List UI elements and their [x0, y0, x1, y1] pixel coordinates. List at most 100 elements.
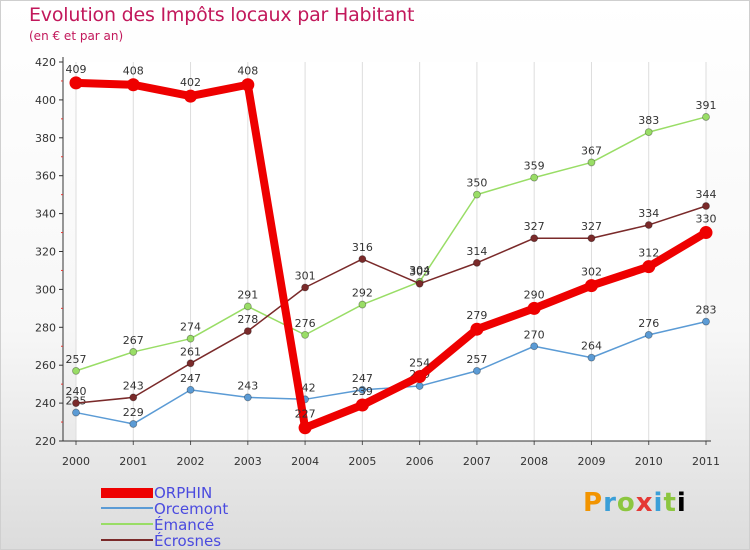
data-label: 359 [524, 160, 545, 173]
data-point [642, 260, 656, 274]
y-tick-label: 300 [35, 283, 56, 296]
x-tick-label: 2005 [348, 455, 376, 468]
x-tick-label: 2010 [635, 455, 663, 468]
data-label: 330 [696, 213, 717, 226]
data-label: 391 [696, 99, 717, 112]
data-point [129, 348, 138, 356]
data-point [243, 393, 252, 402]
legend-label-ecrosnes: Écrosnes [154, 532, 222, 550]
x-tick-label: 2008 [520, 455, 548, 468]
data-label: 350 [466, 177, 487, 190]
data-point [473, 258, 481, 267]
data-point [301, 283, 309, 292]
x-tick-label: 2009 [577, 455, 605, 468]
data-point [355, 398, 369, 412]
series-line-émancé [75, 116, 707, 372]
x-tick-label: 2011 [692, 455, 720, 468]
data-point [530, 234, 539, 243]
x-tick-label: 2002 [177, 455, 205, 468]
data-point [473, 190, 481, 199]
x-tick-label: 2003 [234, 455, 262, 468]
data-point [72, 399, 80, 408]
legend-swatch-emance [101, 523, 153, 525]
data-label: 274 [180, 321, 201, 334]
x-tick-label: 2007 [463, 455, 491, 468]
legend-label-emance: Émancé [154, 516, 215, 534]
data-label: 402 [180, 76, 201, 89]
data-label: 367 [581, 144, 602, 157]
data-label: 290 [524, 288, 545, 301]
data-label: 267 [123, 334, 144, 347]
y-tick-label: 320 [35, 246, 56, 259]
y-tick-label: 360 [35, 170, 56, 183]
data-point [530, 173, 539, 182]
y-tick-label: 260 [35, 359, 56, 372]
data-point [530, 342, 539, 351]
data-point [587, 158, 596, 167]
legend-label-orphin: ORPHIN [154, 484, 213, 502]
data-label: 408 [123, 65, 144, 78]
data-label: 264 [581, 340, 602, 353]
data-label: 247 [180, 372, 201, 385]
data-point [644, 221, 653, 229]
data-label: 243 [237, 379, 258, 392]
x-tick-label: 2000 [62, 455, 90, 468]
legend-swatch-ecrosnes [101, 539, 153, 541]
chart-subtitle: (en € et par an) [29, 29, 124, 43]
data-point [186, 334, 195, 343]
x-tick-label: 2006 [406, 455, 434, 468]
data-label: 239 [352, 385, 373, 398]
data-label: 291 [237, 288, 258, 301]
y-tick-label: 380 [35, 132, 56, 145]
data-point [129, 393, 138, 402]
data-label: 254 [409, 357, 430, 370]
data-label: 314 [466, 245, 487, 258]
data-point [699, 226, 713, 240]
data-label: 257 [66, 353, 87, 366]
y-tick-label: 280 [35, 321, 56, 334]
data-label: 278 [237, 313, 258, 326]
series-line-écrosnes [75, 205, 707, 404]
y-tick-label: 420 [35, 56, 56, 69]
plot-area [76, 62, 706, 441]
data-label: 316 [352, 241, 373, 254]
data-label: 276 [295, 317, 316, 330]
chart-title: Evolution des Impôts locaux par Habitant [29, 4, 415, 26]
data-label: 227 [295, 408, 316, 421]
data-label: 303 [409, 266, 430, 279]
data-label: 312 [638, 247, 659, 260]
data-point [415, 279, 424, 288]
data-point [470, 322, 484, 336]
data-point [413, 370, 427, 384]
data-point [644, 128, 653, 137]
data-point [69, 76, 83, 90]
data-point [702, 317, 710, 326]
series-line-orphin [72, 78, 710, 432]
data-point [358, 385, 367, 394]
data-point [415, 382, 424, 390]
data-point [584, 279, 598, 293]
legend-swatch-orphin [101, 488, 153, 498]
data-label: 334 [638, 207, 659, 220]
data-point [702, 113, 710, 121]
data-label: 261 [180, 345, 201, 358]
data-label: 240 [66, 385, 87, 398]
data-label: 243 [123, 379, 144, 392]
x-tick-label: 2004 [291, 455, 319, 468]
legend-swatch-orcemont [101, 507, 153, 509]
data-point [587, 234, 596, 243]
data-label: 276 [638, 317, 659, 330]
y-tick-label: 340 [35, 208, 56, 221]
y-tick-label: 240 [35, 397, 56, 410]
legend-label-orcemont: Orcemont [154, 500, 229, 518]
data-point [473, 366, 481, 375]
data-point [72, 366, 80, 375]
data-point [72, 408, 80, 417]
data-point [126, 78, 140, 92]
data-point [587, 353, 596, 362]
data-label: 279 [466, 309, 487, 322]
data-point [184, 89, 198, 103]
data-point [186, 385, 195, 394]
